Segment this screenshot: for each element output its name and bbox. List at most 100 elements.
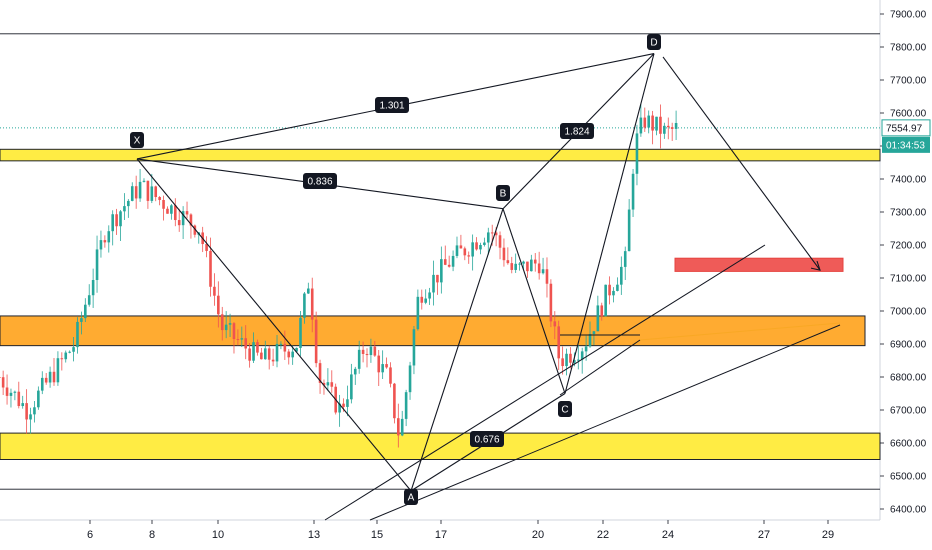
candle-body [287,351,291,358]
y-tick-label: 7800.00 [890,43,927,54]
candle-body [25,403,28,420]
candle-body [659,116,662,134]
candle-body [432,274,435,293]
countdown-badge [882,136,930,153]
point-badge [404,489,418,505]
candle-body [232,323,236,340]
candle-body [670,127,674,129]
candle-body [541,269,545,274]
candle-body [158,197,161,200]
candle-body [604,284,607,317]
candle-body [447,264,451,267]
candle-body [162,199,165,209]
candle-body [365,353,369,356]
candle-body [142,180,146,182]
point-badge [130,132,144,148]
candle-body [236,339,240,341]
candle-body [498,235,502,248]
candle-body [346,399,349,407]
current-price-badge [881,119,931,137]
y-tick-label: 6800.00 [890,373,927,384]
ratio-badge [560,123,594,139]
candle-body [56,358,60,383]
candle-body [9,392,13,396]
candle-body [526,261,529,272]
trendline-lower[interactable] [369,324,841,521]
candle-body [545,269,549,284]
candle-body [404,392,408,419]
candle-body [549,283,553,322]
candle-body [29,414,32,420]
candle-body [440,259,443,283]
candle-body [580,351,584,360]
leg-xa[interactable] [136,158,412,492]
candle-body [13,391,17,393]
current-price-marker: 7554.97 01:34:53 [881,119,931,153]
candle-body [533,259,537,264]
point-badge [496,185,510,201]
candle-body [393,383,396,419]
candle-body [389,367,392,384]
x-tick-label: 29 [822,529,834,541]
candle-body [530,259,533,272]
ratio-badge [303,173,337,189]
x-tick-label: 22 [597,529,609,541]
candle-body [436,274,439,283]
candle-body [170,205,173,214]
y-tick-label: 7300.00 [890,208,927,219]
candle-body [64,352,68,360]
point-label-a: A [408,493,415,504]
candle-body [248,348,251,361]
point-label-c: C [561,405,568,416]
y-tick-label: 7100.00 [890,274,927,285]
candle-body [631,173,635,210]
candle-body [412,329,416,366]
x-tick-label: 13 [308,529,320,541]
candle-body [166,208,169,214]
trendline-upper[interactable] [324,244,766,521]
candle-body [177,220,181,226]
candle-body [123,206,126,212]
x-tick-label: 6 [87,529,93,541]
candle-body [553,321,557,327]
candle-body [189,214,193,226]
candle-body [193,225,197,235]
x-tick-label: 8 [149,529,155,541]
leg-cd[interactable] [564,53,655,394]
zones-layer [0,148,881,461]
point-label-x: X [134,136,141,147]
leg-ab[interactable] [410,208,504,492]
y-tick-label: 6600.00 [890,439,927,450]
countdown-timer: 01:34:53 [886,140,925,151]
candle-body [424,298,427,303]
price-axis[interactable] [880,0,932,550]
candle-body [48,371,52,383]
candles-layer [0,104,678,448]
candle-body [651,115,654,131]
candle-body [252,342,255,361]
projection-line[interactable] [662,56,821,271]
candle-body [80,318,83,322]
candle-body [220,314,224,331]
candle-body [655,116,658,131]
point-badge [647,34,661,50]
leg-bc[interactable] [502,208,566,394]
candle-body [569,353,572,363]
candle-body [95,249,99,281]
candle-body [537,263,541,274]
projection-arrowhead [810,260,821,271]
candle-body [318,363,322,383]
x-tick-label: 17 [435,529,447,541]
candle-body [518,263,521,265]
candle-body [291,351,294,358]
target-box [674,257,844,272]
candle-body [479,244,482,250]
candle-body [295,347,298,352]
candle-body [150,186,154,201]
candle-body [459,245,463,249]
candle-body [330,382,334,387]
candle-body [224,324,228,331]
candle-body [588,334,592,347]
ratio-badge [470,431,504,447]
